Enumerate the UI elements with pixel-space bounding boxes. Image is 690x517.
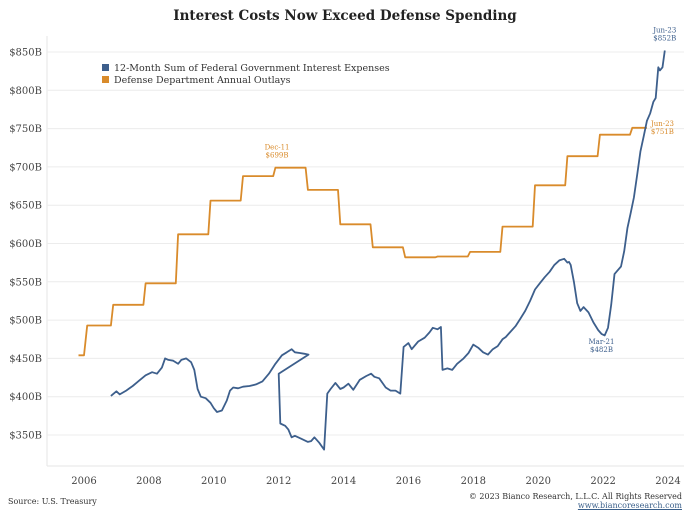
y-tick-label: $750B bbox=[9, 124, 42, 135]
gridlines bbox=[46, 36, 684, 467]
x-tick-label: 2014 bbox=[331, 476, 356, 487]
legend-label-defense: Defense Department Annual Outlays bbox=[114, 75, 291, 86]
website-link[interactable]: www.biancoresearch.com bbox=[577, 501, 682, 510]
legend: 12-Month Sum of Federal Government Inter… bbox=[102, 63, 390, 86]
x-tick-label: 2010 bbox=[201, 476, 226, 487]
chart-title: Interest Costs Now Exceed Defense Spendi… bbox=[173, 8, 517, 24]
y-tick-label: $500B bbox=[9, 316, 42, 327]
y-tick-label: $350B bbox=[9, 431, 42, 442]
x-tick-label: 2008 bbox=[136, 476, 161, 487]
copyright-block: © 2023 Bianco Research, L.L.C. All Right… bbox=[469, 492, 682, 510]
x-tick-label: 2012 bbox=[266, 476, 291, 487]
defense-outlays-line bbox=[78, 126, 647, 357]
copyright-text: © 2023 Bianco Research, L.L.C. All Right… bbox=[468, 492, 682, 501]
y-tick-label: $450B bbox=[9, 354, 42, 365]
annotation-date: Jun-23 bbox=[652, 26, 676, 34]
x-tick-label: 2020 bbox=[525, 476, 550, 487]
annotations: Dec-11$699BMar-21$482BJun-23$852BJun-23$… bbox=[265, 26, 677, 353]
annotation-value: $852B bbox=[653, 34, 676, 42]
y-axis: $350B $400B $450B $500B $550B $600B $650B $700B… bbox=[9, 48, 42, 442]
source-note: Source: U.S. Treasury bbox=[8, 497, 97, 506]
y-tick-label: $550B bbox=[9, 277, 42, 288]
y-tick-label: $700B bbox=[9, 162, 42, 173]
legend-swatch-defense bbox=[102, 76, 109, 83]
y-tick-label: $850B bbox=[9, 48, 42, 59]
x-tick-label: 2006 bbox=[71, 476, 96, 487]
annotation-value: $751B bbox=[651, 128, 674, 136]
legend-swatch-interest bbox=[102, 64, 109, 71]
annotation-date: Jun-23 bbox=[650, 120, 674, 128]
interest-expense-line bbox=[110, 50, 666, 451]
x-tick-label: 2024 bbox=[655, 476, 680, 487]
legend-label-interest: 12-Month Sum of Federal Government Inter… bbox=[114, 63, 390, 74]
y-tick-label: $600B bbox=[9, 239, 42, 250]
y-tick-label: $800B bbox=[9, 86, 42, 97]
annotation-date: Dec-11 bbox=[265, 144, 290, 152]
series-lines bbox=[78, 50, 666, 451]
annotation-date: Mar-21 bbox=[589, 338, 615, 346]
x-axis: 2006 2008 2010 2012 2014 2016 2018 2020 2022 2024 bbox=[71, 476, 680, 487]
x-tick-label: 2022 bbox=[590, 476, 615, 487]
x-tick-label: 2016 bbox=[396, 476, 421, 487]
annotation-value: $482B bbox=[590, 346, 613, 354]
y-tick-label: $650B bbox=[9, 201, 42, 212]
x-tick-label: 2018 bbox=[461, 476, 486, 487]
annotation-value: $699B bbox=[266, 152, 289, 160]
y-tick-label: $400B bbox=[9, 392, 42, 403]
